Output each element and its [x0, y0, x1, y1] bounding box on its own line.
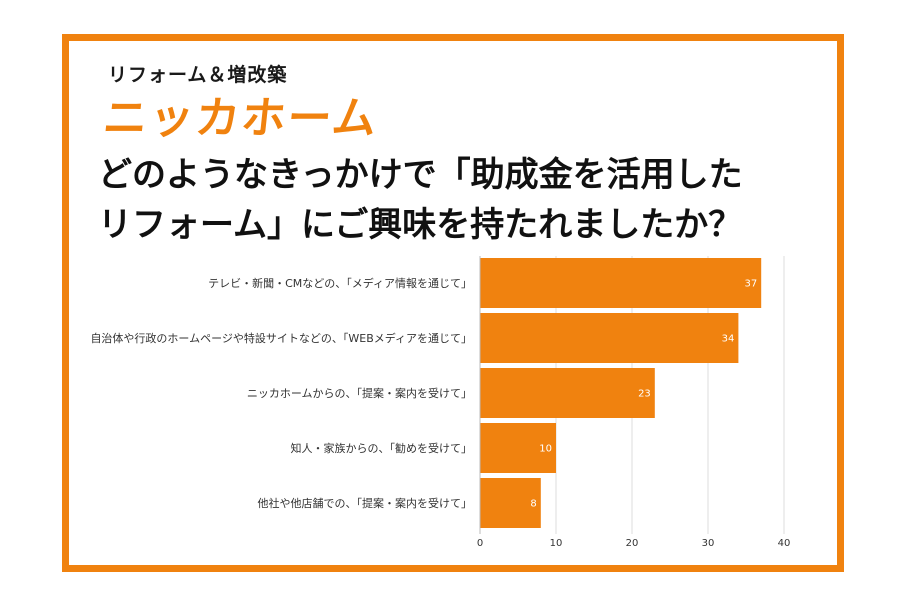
title-line-1: どのようなきっかけで「助成金を活用した: [98, 155, 743, 195]
bar-value-label: 8: [530, 499, 536, 510]
bar: [480, 258, 762, 308]
category-label: 他社や他店舗での、「提案・案内を受けて」: [258, 496, 473, 510]
page-title: どのようなきっかけで「助成金を活用した リフォーム」にご興味を持たれましたか？: [98, 150, 818, 250]
category-label: 自治体や行政のホームページや特設サイトなどの、「WEBメディアを通じて」: [90, 331, 472, 345]
logo-tagline: リフォーム＆増改築: [108, 64, 288, 86]
category-label: テレビ・新聞・CMなどの、「メディア情報を通じて」: [208, 276, 472, 290]
bar: [480, 423, 556, 473]
category-label: 知人・家族からの、「勧めを受けて」: [291, 441, 473, 455]
bar: [480, 313, 739, 363]
x-tick-label: 20: [626, 538, 639, 549]
x-tick-label: 10: [550, 538, 563, 549]
bar-value-label: 34: [722, 334, 735, 345]
x-tick-label: 30: [702, 538, 715, 549]
bar: [480, 368, 655, 418]
bar: [480, 478, 541, 528]
bar-value-label: 10: [539, 444, 552, 455]
x-tick-label: 40: [778, 538, 791, 549]
category-label: ニッカホームからの、「提案・案内を受けて」: [247, 386, 472, 400]
title-line-2: リフォーム」にご興味を持たれましたか？: [98, 205, 743, 245]
bar-value-label: 37: [744, 279, 757, 290]
x-tick-label: 0: [477, 538, 483, 549]
bar-value-label: 23: [638, 389, 651, 400]
